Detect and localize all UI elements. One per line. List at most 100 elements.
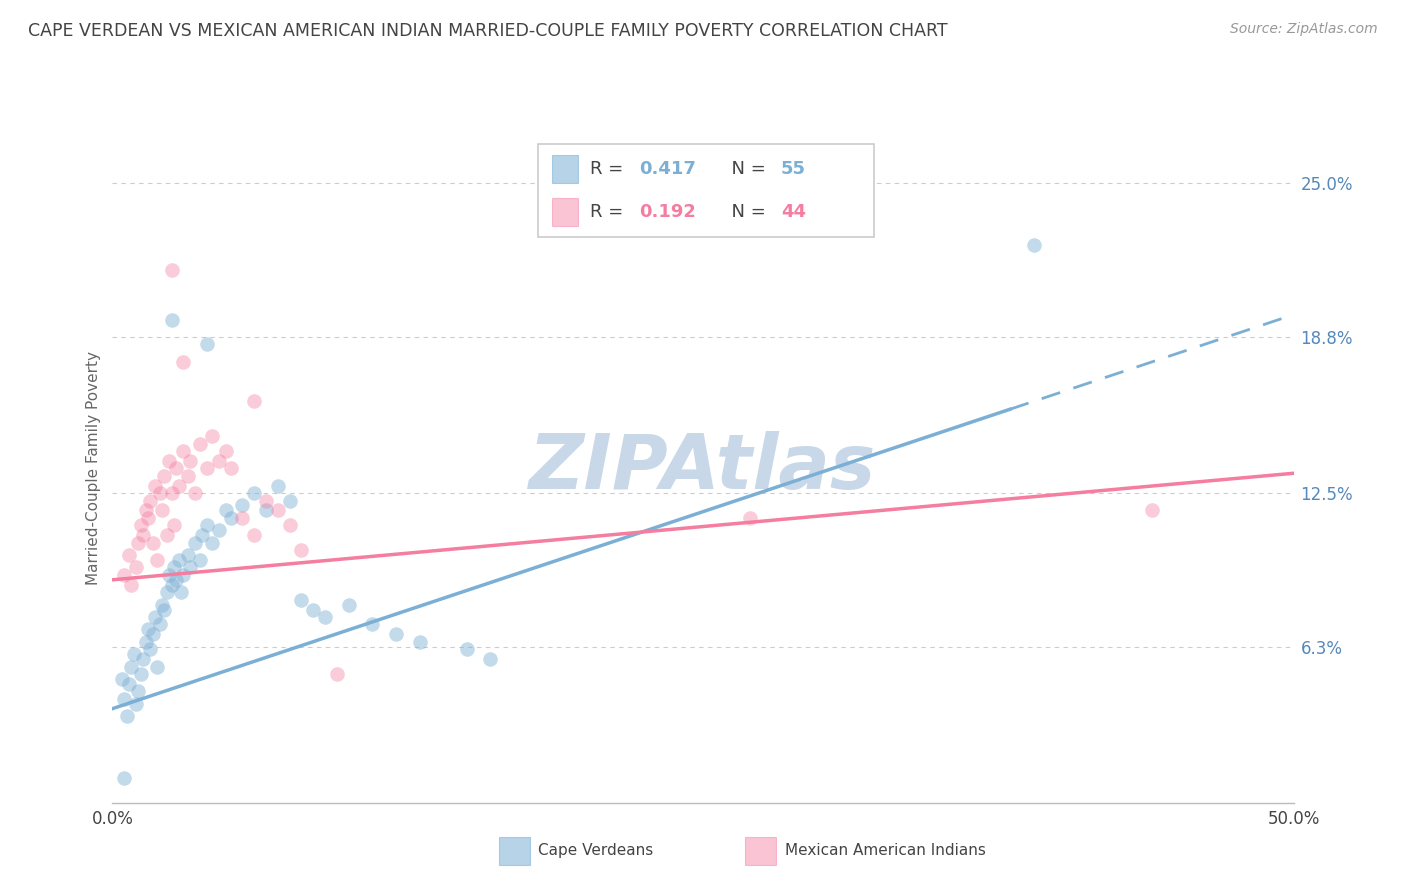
Point (188, 436, 211, 450)
Point (142, 535, 165, 549)
Point (136, 511, 159, 525)
Point (314, 610, 336, 624)
Point (740, 511, 762, 525)
Y-axis label: Married-Couple Family Poverty: Married-Couple Family Poverty (86, 351, 101, 585)
Point (120, 578, 142, 592)
Text: N =: N = (720, 161, 770, 178)
Point (136, 623, 159, 637)
Point (135, 634, 157, 648)
FancyBboxPatch shape (551, 155, 578, 184)
Text: R =: R = (589, 203, 628, 221)
Point (139, 642, 162, 657)
Point (177, 468, 200, 483)
Point (215, 503, 238, 517)
Point (243, 394, 266, 409)
Point (127, 535, 149, 549)
Point (157, 454, 180, 468)
Point (231, 499, 253, 513)
Point (165, 573, 187, 587)
Point (184, 486, 207, 500)
Point (125, 697, 148, 711)
Point (153, 468, 176, 483)
FancyBboxPatch shape (745, 837, 776, 865)
Point (112, 567, 135, 582)
Point (254, 493, 277, 508)
Point (290, 543, 312, 558)
Point (290, 592, 312, 607)
Text: 44: 44 (780, 203, 806, 221)
Point (142, 627, 165, 641)
Point (337, 598, 360, 612)
Point (172, 444, 194, 458)
Point (118, 548, 141, 562)
Point (219, 461, 242, 475)
Point (112, 771, 135, 785)
Point (111, 672, 134, 686)
Point (243, 486, 266, 500)
Point (149, 486, 172, 500)
Point (267, 503, 290, 517)
Point (120, 659, 142, 673)
Point (165, 461, 187, 475)
Point (115, 709, 138, 723)
Text: Cape Verdeans: Cape Verdeans (538, 844, 654, 858)
FancyBboxPatch shape (537, 144, 875, 237)
Point (160, 578, 183, 592)
Point (1140, 503, 1163, 517)
Point (122, 647, 145, 661)
Point (215, 444, 238, 458)
Point (172, 355, 194, 369)
Point (156, 585, 179, 599)
Point (153, 602, 176, 616)
FancyBboxPatch shape (499, 837, 530, 865)
Point (143, 478, 166, 492)
Point (139, 493, 162, 508)
Point (179, 560, 201, 574)
Point (188, 553, 211, 567)
Point (163, 560, 186, 574)
Point (127, 684, 149, 698)
Text: ZIPAtlas: ZIPAtlas (529, 432, 877, 505)
Point (408, 634, 430, 648)
Text: Source: ZipAtlas.com: Source: ZipAtlas.com (1230, 22, 1378, 37)
Point (191, 528, 214, 542)
Point (184, 535, 207, 549)
Point (208, 523, 231, 537)
Point (385, 627, 408, 641)
Text: 0.417: 0.417 (640, 161, 696, 178)
Point (170, 585, 193, 599)
Point (167, 478, 190, 492)
Point (143, 610, 166, 624)
Point (156, 528, 179, 542)
Point (129, 518, 152, 533)
Point (160, 312, 183, 326)
Point (195, 337, 218, 351)
Point (267, 478, 290, 492)
Point (150, 503, 173, 517)
Point (231, 511, 253, 525)
Point (195, 518, 218, 533)
Point (132, 528, 155, 542)
Point (201, 429, 224, 443)
Text: Mexican American Indians: Mexican American Indians (785, 844, 986, 858)
Point (1022, 238, 1045, 252)
Point (278, 518, 301, 533)
Point (157, 567, 180, 582)
Text: N =: N = (720, 203, 770, 221)
Point (219, 511, 242, 525)
Point (135, 503, 157, 517)
Point (172, 567, 194, 582)
Point (208, 454, 231, 468)
Point (146, 553, 169, 567)
FancyBboxPatch shape (551, 198, 578, 227)
Point (163, 518, 186, 533)
Point (326, 667, 349, 681)
Point (278, 493, 301, 508)
Point (254, 503, 277, 517)
Text: R =: R = (589, 161, 628, 178)
Point (179, 454, 201, 468)
Text: 55: 55 (780, 161, 806, 178)
Point (125, 560, 148, 574)
Point (479, 652, 502, 666)
Point (129, 667, 152, 681)
